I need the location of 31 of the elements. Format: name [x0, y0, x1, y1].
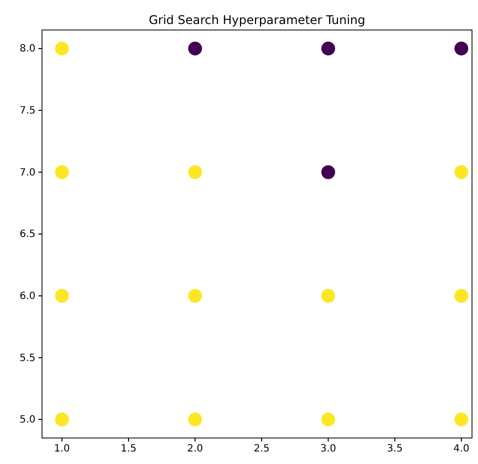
x-tick-label: 1.0	[54, 444, 70, 455]
y-tick-label: 7.5	[20, 106, 36, 117]
point	[188, 165, 202, 180]
x-tick-label: 4.0	[453, 444, 470, 455]
point	[188, 288, 202, 303]
point	[55, 165, 69, 180]
point	[454, 412, 468, 426]
y-tick-label: 6.5	[20, 229, 36, 240]
y-tick-label: 6.0	[20, 291, 36, 302]
point	[55, 288, 69, 303]
x-tick-label: 3.0	[320, 444, 336, 455]
x-tick-label: 1.5	[120, 444, 136, 455]
point	[454, 165, 468, 180]
chart-title: Grid Search Hyperparameter Tuning	[148, 13, 366, 27]
point	[321, 288, 336, 303]
point	[188, 42, 202, 56]
y-tick-label: 8.0	[20, 44, 36, 55]
y-tick-label: 7.0	[20, 167, 36, 178]
point	[321, 412, 336, 426]
point	[454, 42, 468, 56]
x-tick-label: 2.0	[187, 444, 204, 455]
y-tick-label: 5.0	[20, 414, 36, 426]
point	[454, 288, 468, 303]
point	[55, 42, 69, 56]
point	[321, 165, 336, 180]
point	[321, 42, 336, 56]
x-tick-label: 3.5	[386, 444, 403, 455]
y-tick-label: 5.5	[20, 352, 36, 364]
x-tick-label: 2.5	[254, 444, 270, 455]
point	[188, 412, 202, 426]
point	[55, 412, 69, 426]
